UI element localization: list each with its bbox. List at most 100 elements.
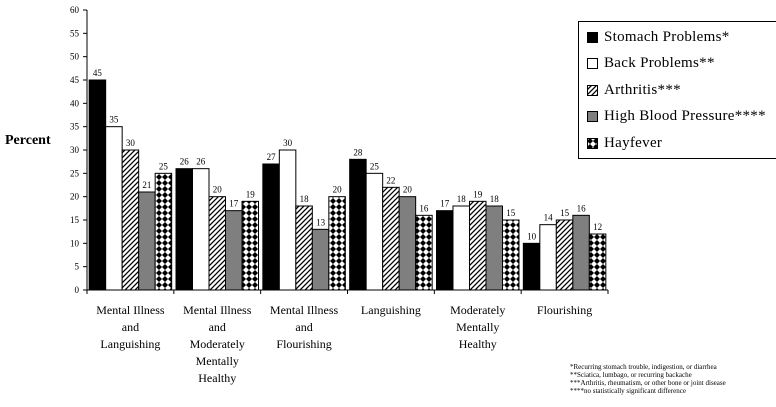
bar: [278, 149, 297, 291]
data-label: 30: [283, 138, 293, 148]
y-tick-label: 55: [70, 28, 80, 38]
bar: [192, 168, 210, 291]
data-label: 12: [593, 222, 602, 232]
bar: [349, 158, 367, 291]
legend-swatch: [587, 84, 598, 96]
category-label: Languishing: [361, 303, 421, 317]
y-tick-label: 40: [70, 98, 80, 108]
data-label: 18: [490, 194, 500, 204]
legend-label: High Blood Pressure****: [604, 108, 766, 124]
data-label: 25: [370, 161, 380, 171]
legend-item: Arthritis***: [587, 79, 681, 101]
footnote: **Sciatica, lumbago, or recurring backac…: [570, 371, 692, 379]
footnote: ****no statistically significant differe…: [570, 387, 686, 395]
data-label: 45: [93, 68, 103, 78]
legend-item: High Blood Pressure****: [587, 106, 766, 128]
legend-swatch: [587, 111, 598, 122]
data-label: 28: [353, 147, 363, 157]
data-label: 10: [527, 231, 537, 241]
y-tick-label: 50: [70, 52, 80, 62]
bar: [436, 210, 454, 291]
data-label: 18: [457, 194, 467, 204]
data-label: 26: [196, 157, 206, 167]
data-label: 30: [126, 138, 136, 148]
legend-label: Arthritis***: [604, 81, 681, 98]
y-tick-label: 15: [70, 215, 80, 225]
data-label: 20: [213, 185, 223, 195]
bar: [241, 200, 259, 291]
legend-label: Stomach Problems*: [604, 28, 730, 45]
bar: [365, 172, 384, 291]
y-tick-label: 0: [75, 285, 80, 295]
data-label: 14: [544, 213, 554, 223]
data-label: 17: [229, 199, 239, 209]
legend: Stomach Problems* Back Problems** Arthriti…: [578, 21, 776, 159]
bar: [555, 219, 574, 291]
category-label: Mental Illness and Moderately Mentally Healt…: [183, 303, 252, 385]
data-label: 17: [440, 199, 450, 209]
bar: [588, 233, 607, 291]
data-label: 16: [419, 203, 429, 213]
data-label: 19: [473, 189, 483, 199]
y-tick-label: 20: [70, 192, 80, 202]
bar: [88, 79, 107, 291]
footnote: *Recurring stomach trouble, indigestion,…: [570, 363, 717, 371]
bar: [469, 200, 487, 291]
bar: [105, 126, 123, 291]
legend-item: Back Problems**: [587, 53, 715, 75]
data-label: 20: [333, 185, 343, 195]
bar: [539, 224, 557, 291]
bar: [208, 196, 226, 291]
data-label: 19: [246, 189, 256, 199]
bar: [485, 205, 503, 291]
bar: [295, 205, 313, 291]
bar: [262, 163, 280, 291]
y-tick-label: 5: [75, 262, 80, 272]
bar: [415, 214, 433, 291]
y-tick-label: 35: [70, 122, 80, 132]
data-label: 21: [142, 180, 151, 190]
category-label: Flourishing: [537, 303, 592, 317]
y-tick-label: 60: [70, 5, 80, 15]
category-label: Mental Illness and Flourishing: [270, 303, 339, 351]
bar: [398, 196, 417, 291]
footnote: ***Arthritis, rheumatism, or other bone …: [570, 379, 726, 387]
data-label: 22: [386, 175, 395, 185]
legend-label: Hayfever: [604, 134, 663, 151]
bar: [382, 186, 400, 291]
bar: [175, 168, 193, 291]
bar: [502, 219, 520, 291]
data-label: 35: [109, 115, 119, 125]
legend-swatch: [587, 137, 598, 149]
legend-item: Stomach Problems*: [587, 26, 730, 48]
y-tick-label: 45: [70, 75, 80, 85]
legend-label: Back Problems**: [604, 55, 715, 71]
bar: [452, 205, 470, 291]
bar: [154, 172, 173, 291]
data-label: 15: [506, 208, 516, 218]
bar: [121, 149, 140, 291]
category-label: Moderately Mentally Healthy: [450, 303, 505, 351]
category-label: Mental Illness and Languishing: [96, 303, 165, 351]
bar: [138, 191, 156, 291]
data-label: 16: [577, 203, 587, 213]
data-label: 13: [316, 217, 326, 227]
bar: [522, 242, 541, 291]
data-label: 15: [560, 208, 570, 218]
y-tick-label: 25: [70, 168, 80, 178]
legend-swatch: [587, 58, 598, 69]
data-label: 25: [159, 161, 169, 171]
y-tick-label: 30: [70, 145, 80, 155]
bar: [328, 196, 346, 291]
y-tick-label: 10: [70, 238, 80, 248]
legend-swatch: [587, 31, 598, 43]
data-label: 20: [403, 185, 413, 195]
bar: [572, 214, 590, 291]
data-label: 26: [180, 157, 190, 167]
bar: [311, 228, 330, 291]
legend-item: Hayfever: [587, 132, 662, 154]
data-label: 27: [267, 152, 277, 162]
bar: [225, 210, 243, 291]
footnotes: *Recurring stomach trouble, indigestion,…: [570, 363, 776, 395]
